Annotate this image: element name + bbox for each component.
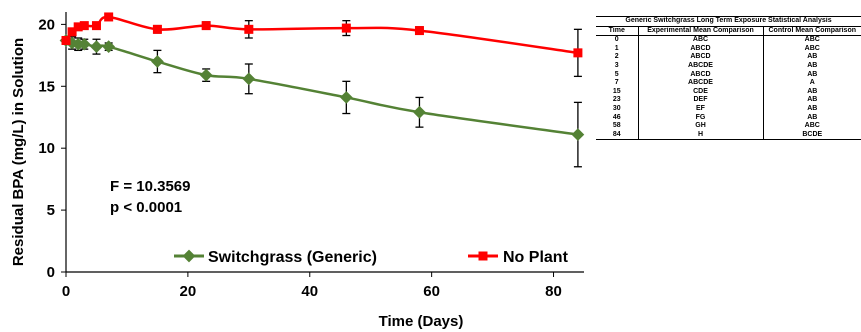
- table-cell-time: 7: [614, 79, 619, 87]
- table-cell-control: ABC: [762, 44, 861, 54]
- table-row: 84 H BCDE: [596, 130, 861, 141]
- f-statistic-annotation: F = 10.3569: [110, 178, 190, 195]
- chart: 0 5 10 15 20 0 20 40 60 80 Residual BPA (mg/L) in…: [10, 12, 585, 330]
- table-cell-control: AB: [762, 53, 861, 62]
- table-cell-experimental: CDE: [637, 87, 763, 97]
- y-tick-label: 0: [47, 264, 55, 281]
- x-tick-label: 80: [545, 283, 562, 300]
- x-axis-title: Time (Days): [379, 313, 464, 330]
- table-cell-experimental: ABCD: [637, 44, 763, 54]
- table-cell-experimental: GH: [637, 122, 763, 131]
- data-point-noplant: [341, 23, 351, 33]
- legend-switchgrass-marker: [182, 249, 196, 263]
- statistical-analysis-table: Generic Switchgrass Long Term Exposure S…: [596, 16, 861, 141]
- table-cell-control: BCDE: [762, 130, 861, 141]
- table-row: 7 ABCDE A: [596, 79, 861, 88]
- data-point-noplant: [91, 21, 101, 31]
- y-tick-label: 20: [38, 16, 55, 33]
- table-cell-control: AB: [762, 61, 861, 71]
- table-row: 2 ABCD AB: [596, 53, 861, 62]
- y-axis-title: Residual BPA (mg/L) in Solution: [10, 38, 27, 266]
- table-cell-experimental: FG: [637, 113, 763, 123]
- table-cell-control: ABC: [762, 122, 861, 131]
- x-tick-label: 0: [62, 283, 70, 300]
- table-header-time: Time: [596, 26, 638, 37]
- data-point-noplant: [244, 24, 254, 34]
- table-cell-control: AB: [762, 70, 861, 80]
- table-cell-time: 84: [596, 130, 638, 141]
- data-point-noplant: [201, 21, 211, 31]
- table-cell-experimental: EF: [637, 104, 763, 114]
- data-point-switchgrass: [339, 91, 353, 104]
- series-line-switchgrass: [65, 39, 579, 136]
- legend-switchgrass-label: Switchgrass (Generic): [208, 249, 377, 266]
- table-cell-control: AB: [762, 87, 861, 97]
- data-point-noplant: [79, 21, 89, 31]
- data-point-switchgrass: [199, 68, 213, 82]
- table-row: 5 ABCD AB: [596, 70, 861, 80]
- data-point-noplant: [152, 24, 162, 34]
- series-line-noplant: [64, 15, 579, 55]
- table-row: 23 DEF AB: [596, 96, 861, 105]
- data-point-noplant: [73, 22, 83, 32]
- table-cell-experimental: ABCD: [637, 70, 763, 80]
- table-row: 46 FG AB: [596, 113, 861, 123]
- table-cell-time: 5: [614, 70, 619, 78]
- table-cell-control: ABC: [762, 35, 861, 45]
- table-row: 58 GH ABC: [596, 122, 861, 131]
- table-cell-experimental: H: [637, 130, 763, 141]
- table-cell-time: 30: [612, 104, 621, 112]
- data-point-noplant: [573, 48, 583, 58]
- legend: Switchgrass (Generic) No Plant: [174, 249, 569, 266]
- table-cell-time: 15: [612, 87, 621, 95]
- table-cell-control: AB: [762, 104, 861, 114]
- y-tick-label: 10: [38, 140, 55, 157]
- table-cell-experimental: ABCDE: [637, 79, 763, 88]
- p-value-annotation: p < 0.0001: [110, 199, 182, 216]
- legend-noplant-marker: [478, 251, 488, 261]
- table-cell-experimental: ABCD: [637, 53, 763, 62]
- table-cell-control: A: [762, 79, 861, 88]
- table-cell-experimental: DEF: [637, 96, 763, 105]
- data-point-switchgrass: [90, 40, 103, 54]
- y-tick-label: 15: [38, 78, 55, 95]
- data-point-switchgrass: [413, 105, 426, 119]
- data-point-noplant: [67, 27, 77, 37]
- data-point-switchgrass: [571, 128, 585, 141]
- table-cell-time: 0: [614, 36, 619, 44]
- y-tick-label: 5: [47, 202, 55, 219]
- data-point-switchgrass: [151, 55, 164, 68]
- x-tick-label: 40: [301, 283, 318, 300]
- table-cell-time: 1: [614, 44, 619, 52]
- table-cell-time: 58: [612, 122, 621, 130]
- table-cell-time: 46: [612, 113, 621, 121]
- table-cell-control: AB: [762, 113, 861, 123]
- table-row: 0 ABC ABC: [596, 35, 861, 45]
- data-point-noplant: [414, 26, 424, 36]
- table-cell-time: 2: [614, 53, 619, 61]
- table-cell-control: AB: [762, 96, 861, 105]
- table-header-control: Control Mean Comparison: [762, 26, 861, 37]
- table-cell-experimental: ABCDE: [637, 61, 763, 71]
- data-point-switchgrass: [102, 40, 116, 54]
- table-cell-time: 3: [614, 61, 619, 69]
- table-body: 0 ABC ABC 1 ABCD ABC 2 ABCD AB 3 ABCDE AB 5 ABCD AB 7 AB…: [596, 35, 861, 141]
- table-cell-time: 23: [612, 96, 621, 104]
- legend-noplant-label: No Plant: [503, 249, 569, 266]
- table-row: 1 ABCD ABC: [596, 44, 861, 54]
- table-row: 15 CDE AB: [596, 87, 861, 97]
- data-point-switchgrass: [242, 72, 256, 86]
- plot-area: 0 5 10 15 20 0 20 40 60 80: [38, 12, 585, 300]
- x-tick-label: 60: [423, 283, 440, 300]
- data-point-noplant: [61, 35, 71, 45]
- data-point-noplant: [104, 12, 114, 22]
- table-header-experimental: Experimental Mean Comparison: [637, 26, 763, 37]
- table-cell-experimental: ABC: [637, 35, 763, 45]
- table-row: 30 EF AB: [596, 104, 861, 114]
- table-row: 3 ABCDE AB: [596, 61, 861, 71]
- x-tick-label: 20: [180, 283, 197, 300]
- table-title: Generic Switchgrass Long Term Exposure S…: [596, 16, 861, 27]
